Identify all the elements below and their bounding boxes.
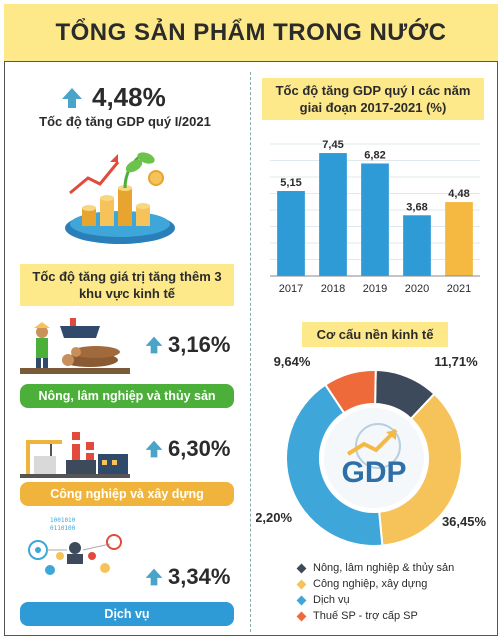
legend-marker — [296, 579, 307, 589]
donut-slice-label: 11,71% — [434, 354, 478, 369]
arrow-up-icon — [145, 336, 163, 354]
services-network-icon: 1001010 0110100 — [28, 517, 122, 575]
sector-industry: 6,30% Công nghiệp và xây dựng — [20, 420, 234, 512]
factory-icon — [20, 432, 130, 478]
donut-header: Cơ cấu nền kinh tế — [302, 322, 448, 347]
gdp-label: GDP — [341, 456, 406, 489]
bar-value-label: 5,15 — [280, 177, 301, 189]
legend-item: Thuế SP - trợ cấp SP — [296, 608, 454, 624]
legend-item: Dịch vụ — [296, 592, 454, 608]
donut-slice — [378, 392, 463, 547]
legend-item: Nông, lâm nghiệp & thủy sản — [296, 560, 455, 576]
page-title: TỔNG SẢN PHẨM TRONG NƯỚC — [55, 18, 447, 46]
sector-services-label: Dịch vụ — [20, 602, 234, 626]
sectors-header: Tốc độ tăng giá trị tăng thêm 3 khu vực … — [20, 264, 234, 306]
donut-legend: Nông, lâm nghiệp & thủy sản Công nghiệp, … — [296, 560, 455, 624]
arrow-up-icon — [145, 440, 163, 458]
donut-slice — [323, 369, 377, 415]
bar-2020 — [403, 215, 431, 276]
bar-value-label: 4,48 — [448, 188, 469, 200]
sector-agriculture-growth: 3,16% — [144, 332, 230, 358]
legend-label: Công nghiệp, xây dựng — [313, 578, 428, 590]
title-banner: TỔNG SẢN PHẨM TRONG NƯỚC — [4, 4, 498, 62]
bar-value-label: 7,45 — [322, 139, 343, 151]
donut-slice-label: 9,64% — [274, 354, 311, 369]
x-tick-label: 2017 — [279, 283, 303, 295]
bar-chart-header: Tốc độ tăng GDP quý I các năm giai đoạn … — [262, 78, 484, 120]
bar-2021 — [445, 202, 473, 276]
legend-marker — [296, 563, 307, 573]
bar-2018 — [319, 153, 347, 276]
globe-icon — [355, 423, 401, 469]
sector-industry-growth: 6,30% — [144, 436, 230, 462]
x-tick-label: 2021 — [447, 283, 471, 295]
sector-services-growth: 3,34% — [144, 564, 230, 590]
legend-label: Thuế SP - trợ cấp SP — [313, 610, 418, 622]
sector-agriculture: 3,16% Nông, lâm nghiệp và thủy sản — [20, 316, 234, 408]
growth-coins-illustration — [65, 152, 175, 244]
x-tick-label: 2018 — [321, 283, 345, 295]
donut-center — [324, 408, 424, 508]
bar-2019 — [361, 163, 389, 276]
legend-marker — [296, 611, 307, 621]
sector-services: 1001010 0110100 3,34% Dịch vụ — [20, 514, 234, 626]
bar-value-label: 6,82 — [364, 149, 385, 161]
arrow-up-icon — [145, 568, 163, 586]
sector-industry-value: 6,30% — [168, 436, 231, 461]
legend-item: Công nghiệp, xây dựng — [296, 576, 454, 592]
svg-text:1001010: 1001010 — [50, 517, 76, 524]
headline-value: 4,48% — [92, 82, 166, 112]
svg-text:0110100: 0110100 — [50, 525, 76, 532]
x-tick-label: 2020 — [405, 283, 429, 295]
legend-marker — [296, 595, 307, 605]
sector-industry-label: Công nghiệp và xây dựng — [20, 482, 234, 506]
column-divider — [250, 72, 251, 632]
arrow-up-icon — [62, 87, 82, 108]
donut-slice-label: 36,45% — [442, 514, 487, 529]
legend-label: Nông, lâm nghiệp & thủy sản — [313, 562, 455, 574]
agriculture-icon — [20, 318, 130, 374]
legend-label: Dịch vụ — [313, 594, 350, 606]
sector-services-value: 3,34% — [168, 564, 231, 589]
headline-kpi: 4,48% — [60, 82, 166, 113]
sector-agriculture-value: 3,16% — [168, 332, 231, 357]
bar-value-label: 3,68 — [406, 201, 427, 213]
gdp-growth-bar-chart: 5,15 2017 7,45 2018 6,82 2019 3,68 2020 4,48 2021 — [270, 139, 480, 295]
headline-label: Tốc độ tăng GDP quý I/2021 — [39, 114, 211, 129]
trend-arrow-icon — [346, 428, 398, 456]
arrow-head-icon — [386, 430, 396, 440]
x-tick-label: 2019 — [363, 283, 387, 295]
economic-structure-donut: 11,71% 36,45% 42,20% 9,64% GDP — [256, 354, 487, 547]
bar-2017 — [277, 191, 305, 276]
sector-agriculture-label: Nông, lâm nghiệp và thủy sản — [20, 384, 234, 408]
donut-slice — [285, 383, 384, 547]
donut-slice-label: 42,20% — [256, 510, 292, 525]
